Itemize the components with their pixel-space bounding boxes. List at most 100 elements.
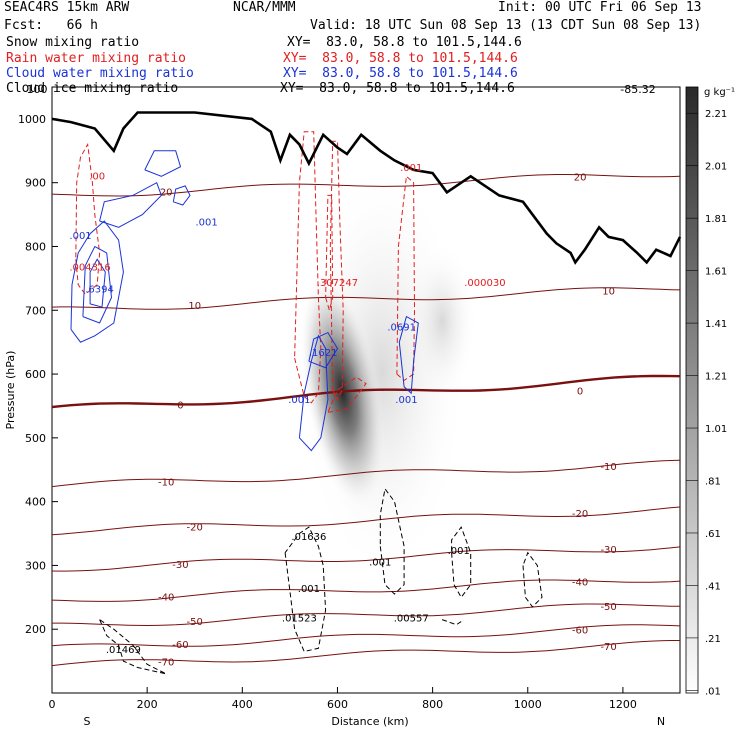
isotherm-line <box>51 506 681 536</box>
colorbar-tick-label: 1.41 <box>705 319 727 330</box>
isotherm-label: 10 <box>602 286 615 297</box>
colorbar <box>685 86 699 694</box>
org-label: NCAR/MMM <box>233 0 296 15</box>
temperature-contours: -70 -70 -60 -60 -50 -50 -40 -40 -30 -30 -20 -20 -10 -… <box>51 173 681 669</box>
y-tick-label: 200 <box>25 623 46 636</box>
isotherm-label: 20 <box>574 173 587 184</box>
field-label-cloud-water: Cloud water mixing ratio <box>6 66 194 81</box>
cloud-water-contour <box>308 331 339 369</box>
cloud-water-contour <box>298 334 329 452</box>
isotherm-label: -10 <box>158 478 174 489</box>
cloud-water-contour <box>82 245 113 324</box>
isotherm-label: 0 <box>177 401 183 412</box>
colorbar-tick-label: .41 <box>705 581 721 592</box>
top-right-label: -85.32 <box>620 83 655 96</box>
colorbar-tick-label: .61 <box>705 529 721 540</box>
x-tick-label: 400 <box>232 698 253 711</box>
rain-water-contour <box>325 194 334 313</box>
isotherm-label: -60 <box>172 640 188 651</box>
x-tick-label: 800 <box>422 698 443 711</box>
cloud-ice-contour <box>451 526 472 599</box>
x-tick-label: 0 <box>49 698 56 711</box>
y-axis-title: Pressure (hPa) <box>4 351 17 430</box>
contour-annotations: .01469.01523.00557.001.001.01636.001.001… <box>69 163 505 656</box>
colorbar-tick-label: 2.21 <box>705 109 727 120</box>
x-axis-title: Distance (km) <box>331 715 408 728</box>
cloud-water-contour <box>70 220 124 343</box>
cloud-ice-contour <box>284 526 327 653</box>
colorbar-tick-label: 1.81 <box>705 214 727 225</box>
x-tick-label: 200 <box>137 698 158 711</box>
init-time: Init: 00 UTC Fri 06 Sep 13 <box>498 0 702 15</box>
snow-shading-secondary <box>407 241 478 402</box>
isotherm-label: -70 <box>158 658 174 669</box>
colorbar-tick-label: .81 <box>705 477 721 488</box>
colorbar-unit: g kg⁻¹ <box>704 87 735 98</box>
colorbar-tick-label: 1.21 <box>705 372 727 383</box>
axes: 0 200 400 600 800 1000 12002003004005006007008… <box>18 113 637 711</box>
isotherm-label: -20 <box>187 523 203 534</box>
colorbar-tick-label: .01 <box>705 686 721 697</box>
colorbar-tick-label: .21 <box>705 634 721 645</box>
y-tick-label: 800 <box>25 240 46 253</box>
x-tick-label: 1200 <box>609 698 637 711</box>
annotation-label: .1621 <box>309 348 338 359</box>
cloud-water-contour <box>398 315 419 395</box>
y-tick-label: 700 <box>25 304 46 317</box>
isotherm-line <box>51 624 681 647</box>
snow-shading <box>297 161 478 582</box>
rain-water-contour <box>396 175 416 382</box>
terrain-profile <box>51 111 682 265</box>
x-tick-label: 600 <box>327 698 348 711</box>
isotherm-label: -40 <box>158 592 174 603</box>
isotherm-label: -10 <box>600 462 616 473</box>
cloud-ice-contour <box>522 551 543 608</box>
cloud-water-contours <box>70 150 419 452</box>
y-tick-label: 1000 <box>18 113 46 126</box>
y-tick-label: 900 <box>25 177 46 190</box>
cloud-water-contour <box>89 258 106 308</box>
annotation-label: .001 <box>448 546 470 557</box>
endpoint-right: N <box>657 715 665 728</box>
annotation-label: .00 <box>89 171 105 182</box>
cloud-water-contour <box>99 181 162 228</box>
field-label-cloud-ice: Cloud ice mixing ratio <box>6 81 179 96</box>
rain-water-contour <box>75 142 101 296</box>
isotherm-label: -70 <box>600 642 616 653</box>
annotation-label: .001 <box>195 217 217 228</box>
field-xy-cloud-water: XY= 83.0, 58.8 to 101.5,144.6 <box>283 66 518 81</box>
isotherm-line <box>51 287 681 310</box>
rain-water-contour <box>329 140 344 401</box>
isotherm-label: 0 <box>577 386 583 397</box>
rain-water-contours <box>75 131 416 413</box>
annotation-label: .001 <box>288 395 310 406</box>
cloud-water-contour <box>144 150 182 177</box>
annotation-label: .001 <box>400 163 422 174</box>
annotation-label: .0691 <box>387 323 416 334</box>
cloud-ice-contour <box>99 619 167 675</box>
isotherm-line <box>51 579 681 602</box>
cloud-ice-contour <box>441 619 462 626</box>
endpoint-left: S <box>84 715 91 728</box>
isotherm-label: -30 <box>600 545 616 556</box>
colorbar-tick-label: 2.01 <box>705 162 727 173</box>
isotherm-label: -50 <box>600 602 616 613</box>
isotherm-line <box>51 459 681 488</box>
model-title: SEAC4RS 15km ARW <box>4 0 130 15</box>
isotherm-label: -50 <box>187 617 203 628</box>
rain-water-contour <box>294 131 322 404</box>
cloud-ice-contour <box>379 487 405 595</box>
annotation-label: .01636 <box>291 532 326 543</box>
colorbar-ticks: 2.21 2.01 1.81 1.61 1.41 1.21 1.01 .81 .61 .41 .21… <box>686 109 727 697</box>
isotherm-line <box>51 640 680 667</box>
annotation-label: .000030 <box>464 278 505 289</box>
rain-water-contour <box>327 376 367 413</box>
field-xy-rain: XY= 83.0, 58.8 to 101.5,144.6 <box>283 51 518 66</box>
isotherm-line <box>51 374 681 409</box>
annotation-label: .001 <box>298 584 320 595</box>
annotation-label: .00557 <box>394 614 429 625</box>
y-tick-label: 500 <box>25 432 46 445</box>
annotation-label: .001 <box>395 395 417 406</box>
y-tick-label: 400 <box>25 496 46 509</box>
